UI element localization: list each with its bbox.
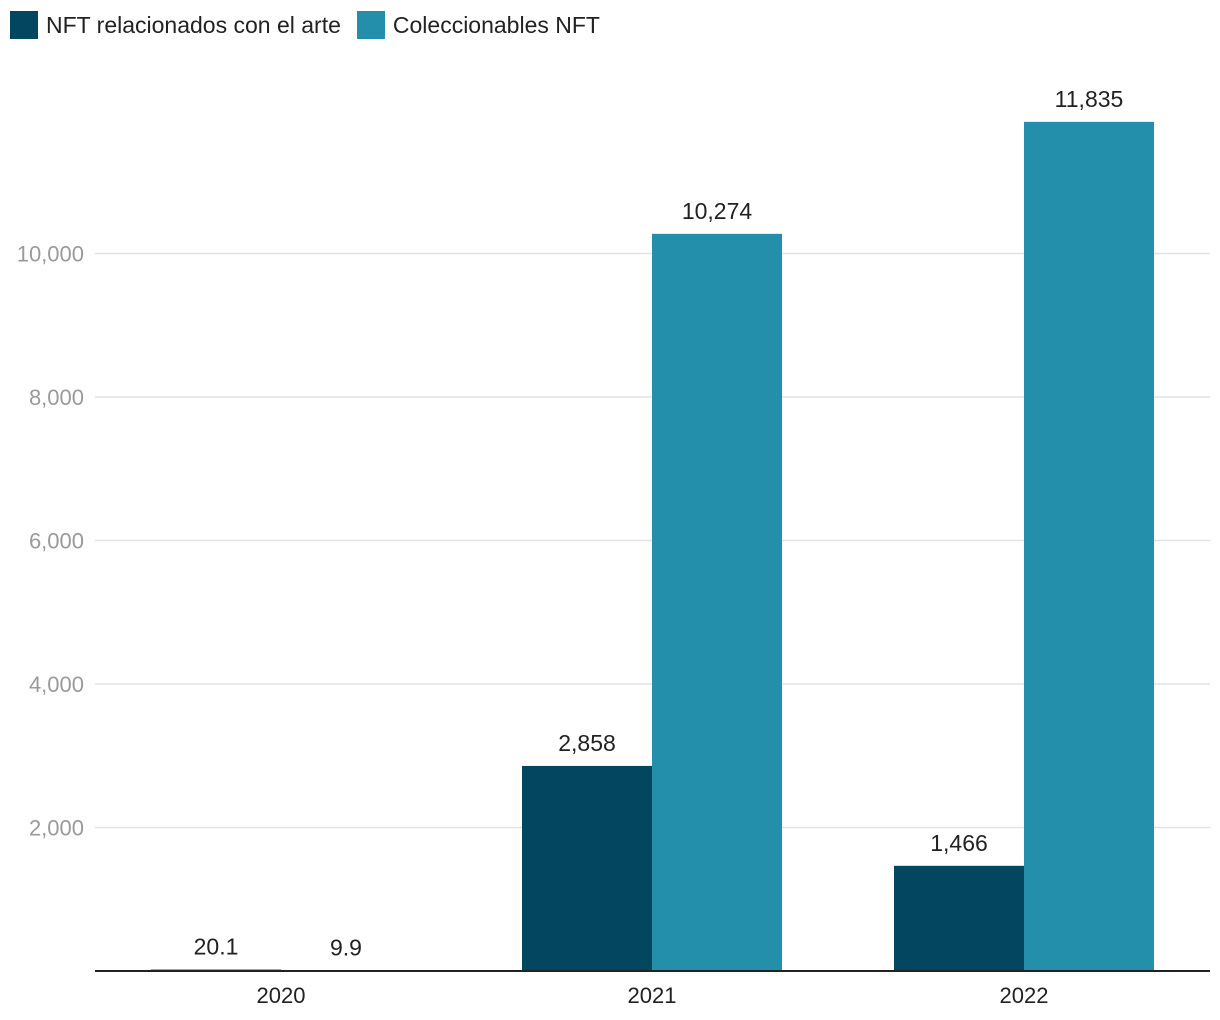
chart-legend: NFT relacionados con el arte Coleccionab… xyxy=(10,11,616,39)
legend-label-collectibles: Coleccionables NFT xyxy=(392,11,600,38)
x-tick-label: 2022 xyxy=(1000,983,1049,1008)
x-tick-label: 2021 xyxy=(628,983,677,1008)
legend-item-art[interactable]: NFT relacionados con el arte xyxy=(10,11,341,39)
bars xyxy=(151,121,1154,972)
y-tick-label: 4,000 xyxy=(29,672,84,697)
y-tick-label: 6,000 xyxy=(29,529,84,554)
data-labels: 20.1 2,858 1,466 9.9 10,274 11,835 xyxy=(194,86,1124,960)
legend-label-art: NFT relacionados con el arte xyxy=(46,11,341,38)
bar-collectibles-2022[interactable] xyxy=(1024,121,1154,972)
bar-collectibles-2021[interactable] xyxy=(652,233,782,971)
legend-swatch-art xyxy=(10,11,38,39)
bar-art-2021[interactable] xyxy=(522,765,652,971)
legend-swatch-collectibles xyxy=(356,11,385,39)
data-label: 11,835 xyxy=(1055,86,1124,112)
y-axis-ticks: 2,000 4,000 6,000 8,000 10,000 xyxy=(17,242,84,841)
legend-item-collectibles[interactable]: Coleccionables NFT xyxy=(356,11,600,39)
data-label: 20.1 xyxy=(194,934,239,960)
x-tick-label: 2020 xyxy=(257,983,306,1008)
bar-art-2022[interactable] xyxy=(894,865,1024,971)
y-tick-label: 10,000 xyxy=(17,242,84,267)
x-axis-ticks: 2020 2021 2022 xyxy=(257,983,1049,1008)
data-label: 1,466 xyxy=(930,830,988,856)
y-tick-label: 8,000 xyxy=(29,385,84,410)
y-tick-label: 2,000 xyxy=(29,816,84,841)
data-label: 2,858 xyxy=(558,730,616,756)
data-label: 10,274 xyxy=(682,198,753,224)
data-label: 9.9 xyxy=(330,934,362,960)
